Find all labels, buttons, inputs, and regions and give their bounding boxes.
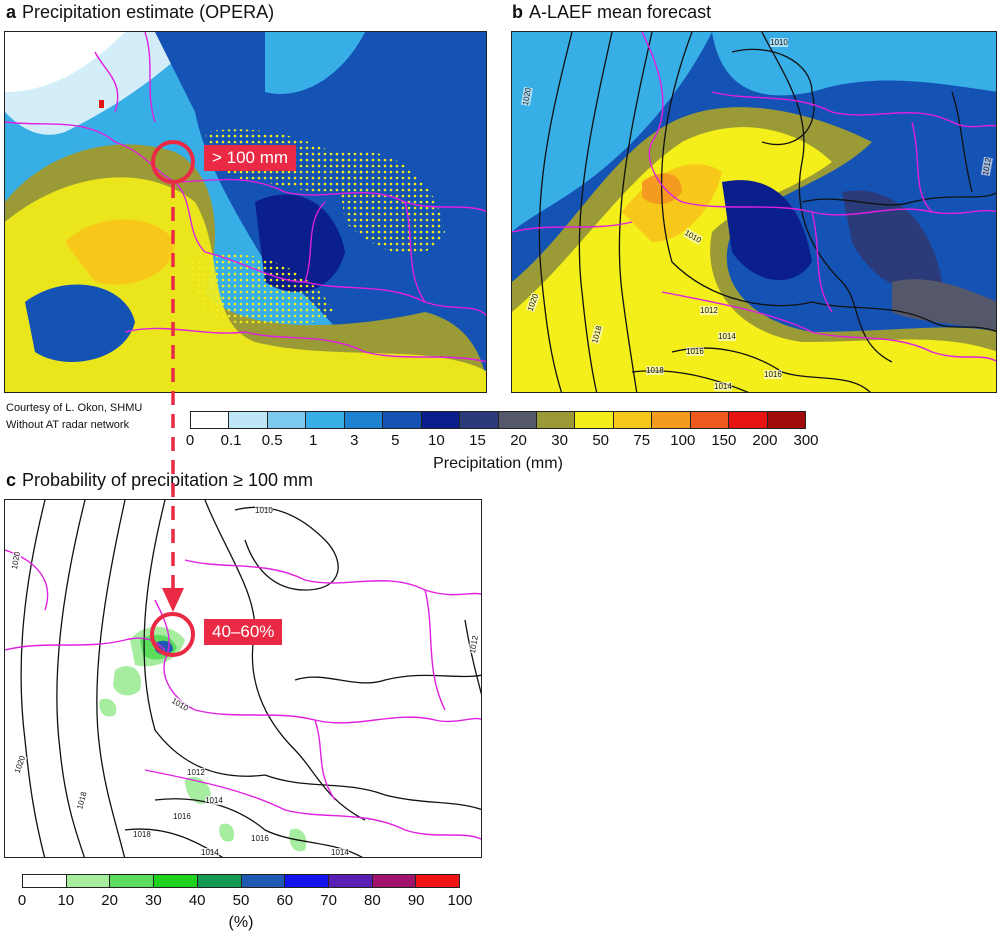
precip-colorbar-swatch (306, 412, 345, 428)
probability-colorbar-tick-label: 100 (447, 892, 473, 909)
probability-colorbar-tick-label: 70 (320, 892, 337, 909)
precip-colorbar-tick-label: 3 (350, 432, 359, 449)
panel-c-callout: 40–60% (204, 619, 283, 645)
precip-colorbar-swatch (652, 412, 691, 428)
probability-colorbar-swatch (23, 875, 67, 887)
probability-colorbar-swatch (372, 875, 417, 887)
probability-colorbar-swatch (66, 875, 111, 887)
probability-colorbar-swatch (416, 875, 460, 887)
panel-a-highlight-circle (151, 140, 195, 184)
probability-colorbar-ticks: 0 10 20 30 40 50 60 70 80 90 100 (18, 892, 473, 912)
probability-colorbar (22, 874, 460, 888)
panel-c-isobar-label: 1010 (255, 506, 273, 515)
precip-colorbar-tick-label: 1 (309, 432, 318, 449)
probability-colorbar-tick-label: 60 (276, 892, 294, 909)
probability-colorbar-tick-label: 50 (232, 892, 250, 909)
probability-colorbar-tick-label: 80 (364, 892, 381, 909)
probability-colorbar-tick-label: 0 (17, 892, 27, 909)
panel-b-forecast-field (512, 32, 996, 392)
panel-c-title: c Probability of precipitation ≥ 100 mm (6, 470, 313, 491)
panel-c-isobar-label: 1012 (187, 768, 205, 777)
probability-colorbar-swatch (154, 875, 198, 887)
precip-colorbar-tick-label: 20 (510, 432, 527, 449)
panel-a-title-text: Precipitation estimate (OPERA) (22, 2, 275, 22)
probability-colorbar-tick-label: 20 (101, 892, 118, 909)
precip-colorbar-swatch (267, 412, 307, 428)
precip-colorbar-swatch (729, 412, 768, 428)
precip-colorbar (190, 411, 806, 429)
probability-colorbar-tick-label: 10 (57, 892, 75, 909)
precip-colorbar-tick-label: 300 (793, 432, 819, 449)
credit-line-1: Courtesy of L. Okon, SHMU (6, 402, 143, 414)
precip-colorbar-swatch (460, 412, 499, 428)
precip-colorbar-ticks: 0 0.1 0.5 1 3 5 10 15 20 30 50 75 100 150 200 300 (186, 432, 819, 452)
panel-b-isobar-label: 1014 (714, 382, 732, 391)
precip-colorbar-swatch (690, 412, 730, 428)
panel-c-highlight-circle (150, 612, 195, 657)
precip-colorbar-tick-label: 30 (551, 432, 568, 449)
probability-colorbar-swatch (285, 875, 329, 887)
panel-b-isobar-label: 1014 (718, 332, 736, 341)
precip-colorbar-swatch (383, 412, 422, 428)
precip-colorbar-swatch (191, 412, 230, 428)
precip-colorbar-swatch (421, 412, 461, 428)
panel-c-isobar-label: 1014 (331, 848, 349, 857)
probability-colorbar-swatch (328, 875, 373, 887)
precip-colorbar-tick-label: 0.1 (220, 432, 242, 449)
precip-colorbar-tick-label: 50 (592, 432, 609, 449)
panel-c-isobar-label: 1016 (251, 834, 269, 843)
panel-b-isobar-label: 1016 (764, 370, 782, 379)
probability-colorbar-swatch (197, 875, 242, 887)
precip-colorbar-swatch (575, 412, 614, 428)
precip-colorbar-tick-label: 10 (428, 432, 445, 449)
precip-colorbar-tick-label: 75 (633, 432, 651, 449)
panel-c-isobar-label: 1014 (205, 796, 223, 805)
probability-colorbar-label: (%) (228, 914, 254, 931)
panel-c-letter: c (6, 470, 17, 490)
panel-b-isobar-label: 1010 (770, 38, 788, 47)
precip-colorbar-swatch (613, 412, 653, 428)
precip-colorbar-tick-label: 0 (185, 432, 195, 449)
panel-a-letter: a (6, 2, 17, 22)
precip-colorbar-swatch (767, 412, 805, 428)
probability-colorbar-tick-label: 90 (407, 892, 425, 909)
precip-colorbar-swatch (498, 412, 537, 428)
precip-colorbar-label: Precipitation (mm) (433, 455, 563, 472)
probability-colorbar-swatch (241, 875, 286, 887)
precip-colorbar-swatch (344, 412, 384, 428)
panel-b-isobar-label: 1016 (686, 347, 704, 356)
precip-colorbar-tick-label: 5 (391, 432, 400, 449)
probability-colorbar-tick-label: 30 (145, 892, 162, 909)
panel-a-callout: > 100 mm (204, 145, 297, 171)
precip-colorbar-tick-label: 100 (670, 432, 696, 449)
panel-c-title-text: Probability of precipitation ≥ 100 mm (22, 470, 314, 490)
panel-b-map: 1010 1020 1010 1012 1014 1016 1018 1018 … (511, 31, 997, 393)
panel-c-isobar-label: 1014 (201, 848, 219, 857)
panel-b-isobar-label: 1018 (646, 366, 664, 375)
panel-b-isobar-label: 1012 (700, 306, 718, 315)
precip-colorbar-tick-label: 150 (711, 432, 737, 449)
precip-colorbar-swatch (536, 412, 576, 428)
precip-colorbar-tick-label: 200 (752, 432, 778, 449)
precip-colorbar-swatch (229, 412, 268, 428)
precip-colorbar-tick-label: 0.5 (261, 432, 283, 449)
probability-colorbar-tick-label: 40 (188, 892, 206, 909)
panel-b-title: b A-LAEF mean forecast (512, 2, 711, 23)
panel-b-letter: b (512, 2, 523, 22)
precip-colorbar-tick-label: 15 (469, 432, 486, 449)
panel-a-title: a Precipitation estimate (OPERA) (6, 2, 274, 23)
panel-c-isobar-label: 1018 (133, 830, 151, 839)
credit-line-2: Without AT radar network (6, 419, 130, 431)
panel-c-isobar-label: 1016 (173, 812, 191, 821)
probability-colorbar-swatch (110, 875, 155, 887)
panel-b-title-text: A-LAEF mean forecast (529, 2, 712, 22)
